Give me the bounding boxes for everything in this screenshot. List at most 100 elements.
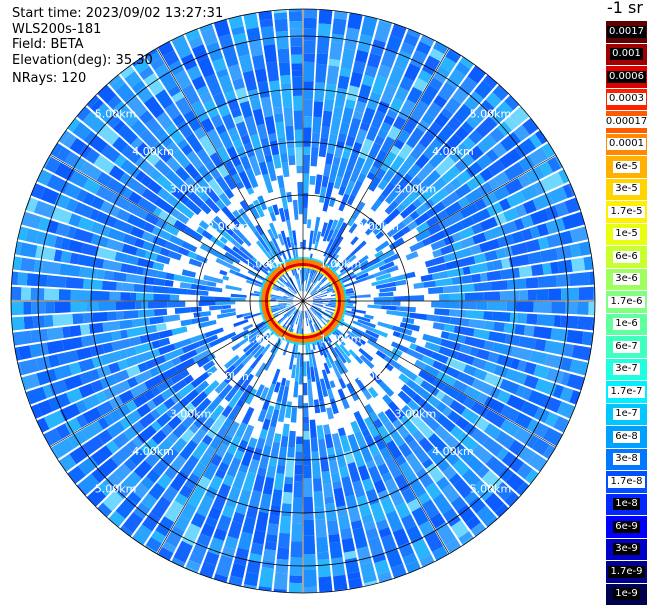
ray-segment bbox=[357, 83, 372, 104]
ray-segment bbox=[90, 98, 104, 113]
ray-segment bbox=[493, 171, 510, 187]
ray-segment bbox=[143, 389, 156, 401]
ray-segment bbox=[363, 381, 372, 390]
ray-segment bbox=[388, 274, 407, 283]
ray-segment bbox=[323, 98, 335, 112]
ray-segment bbox=[350, 391, 360, 402]
ray-segment bbox=[374, 233, 390, 247]
ray-segment bbox=[126, 440, 139, 453]
ray-segment bbox=[213, 19, 231, 38]
ray-segment bbox=[504, 95, 520, 111]
ray-segment bbox=[96, 171, 112, 187]
ray-segment bbox=[111, 77, 125, 92]
ray-segment bbox=[295, 310, 301, 325]
colorbar-label: 1e-5 bbox=[613, 228, 640, 241]
ray-segment bbox=[136, 403, 152, 418]
ray-segment bbox=[219, 265, 231, 273]
ray-segment bbox=[374, 210, 389, 226]
ray-segment bbox=[299, 226, 303, 242]
ray-segment bbox=[317, 366, 324, 380]
ray-segment bbox=[25, 197, 32, 211]
ray-segment bbox=[266, 61, 279, 82]
ray-segment bbox=[389, 155, 405, 174]
colorbar-cell: 1e-5 bbox=[606, 222, 647, 245]
ray-segment bbox=[199, 91, 213, 105]
ray-segment bbox=[331, 472, 341, 483]
ray-segment bbox=[499, 378, 520, 395]
ray-segment bbox=[407, 220, 418, 231]
ray-segment bbox=[475, 116, 498, 138]
ray-segment bbox=[109, 380, 131, 397]
ray-segment bbox=[416, 162, 435, 182]
ray-segment bbox=[243, 311, 264, 320]
ray-segment bbox=[476, 348, 490, 361]
ray-segment bbox=[269, 308, 287, 318]
azimuth-spoke bbox=[49, 300, 304, 448]
ray-segment bbox=[288, 377, 295, 393]
ray-segment bbox=[280, 435, 289, 448]
units-label: -1 sr bbox=[607, 0, 643, 17]
ray-segment bbox=[364, 403, 374, 415]
ray-segment bbox=[323, 483, 334, 498]
ray-segment bbox=[293, 110, 303, 130]
ray-segment bbox=[149, 367, 160, 377]
ray-segment bbox=[83, 130, 96, 145]
ray-segment bbox=[36, 368, 58, 386]
ray-segment bbox=[549, 186, 568, 204]
ray-segment bbox=[156, 473, 173, 490]
ray-segment bbox=[395, 182, 405, 193]
ray-segment bbox=[170, 368, 190, 385]
ray-segment bbox=[326, 447, 335, 455]
ray-segment bbox=[128, 191, 142, 205]
ray-segment bbox=[281, 276, 288, 283]
ray-segment bbox=[314, 82, 326, 103]
ray-segment bbox=[42, 384, 53, 399]
colorbar: 0.0017 0.001 0.0006 0.0003 0.00017 0.0001 6e-5… bbox=[603, 20, 647, 605]
ray-segment bbox=[277, 339, 286, 353]
ray-segment bbox=[165, 525, 185, 548]
ray-segment bbox=[359, 240, 367, 248]
ray-segment bbox=[304, 310, 308, 330]
ray-segment bbox=[357, 464, 371, 481]
ray-segment bbox=[30, 328, 49, 343]
ray-segment bbox=[295, 147, 303, 166]
ray-segment bbox=[330, 117, 342, 136]
ray-segment bbox=[144, 452, 160, 468]
ray-segment bbox=[394, 50, 412, 71]
ray-segment bbox=[412, 366, 422, 376]
ray-segment bbox=[303, 496, 314, 515]
ray-segment bbox=[521, 228, 533, 241]
ray-segment bbox=[122, 282, 135, 292]
ray-segment bbox=[317, 551, 330, 560]
ray-segment bbox=[252, 199, 265, 218]
ray-segment bbox=[398, 373, 410, 384]
ray-segment bbox=[339, 466, 350, 478]
ray-segment bbox=[386, 236, 396, 245]
ray-segment bbox=[335, 383, 342, 391]
ray-segment bbox=[77, 216, 95, 232]
ray-segment bbox=[215, 443, 229, 458]
ray-segment bbox=[75, 414, 88, 428]
ray-segment bbox=[145, 117, 162, 135]
ray-segment bbox=[287, 288, 296, 295]
ray-segment bbox=[418, 301, 432, 308]
ray-segment bbox=[268, 133, 277, 142]
ray-segment bbox=[468, 145, 484, 161]
ray-segment bbox=[304, 586, 318, 593]
ray-segment bbox=[267, 289, 283, 296]
ray-segment bbox=[55, 423, 71, 440]
ray-segment bbox=[401, 404, 412, 416]
ray-segment bbox=[316, 53, 328, 65]
ray-segment bbox=[289, 28, 302, 38]
ray-segment bbox=[288, 290, 296, 296]
ray-segment bbox=[226, 272, 241, 281]
ray-segment bbox=[405, 203, 417, 214]
ray-segment bbox=[374, 384, 387, 398]
ray-segment bbox=[179, 295, 190, 301]
ray-segment bbox=[147, 301, 168, 309]
ray-segment bbox=[179, 439, 198, 461]
ray-segment bbox=[91, 356, 103, 368]
ray-segment bbox=[69, 362, 82, 376]
ray-segment bbox=[366, 274, 375, 280]
ray-segment bbox=[314, 216, 321, 233]
